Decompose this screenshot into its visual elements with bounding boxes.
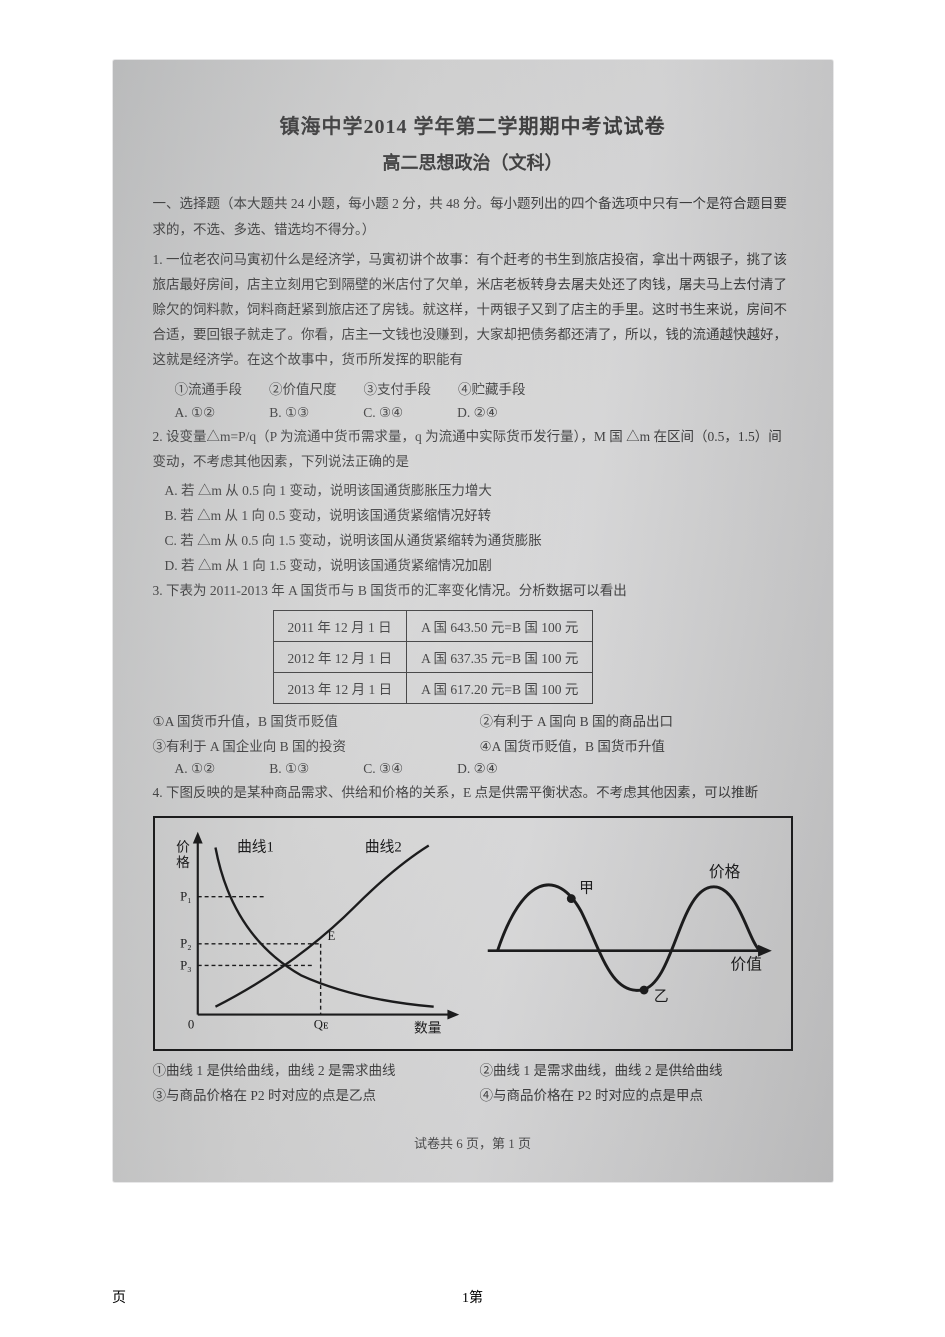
p2-label: P₂ [180, 937, 192, 951]
q4-chart: 价 格 0 数量 曲线1 曲线2 [153, 816, 793, 1051]
q3-items: ①A 国货币升值，B 国货币贬值 ②有利于 A 国向 B 国的商品出口 ③有利于… [153, 710, 793, 760]
q4-item-1: ①曲线 1 是供给曲线，曲线 2 是需求曲线 [153, 1059, 466, 1084]
q2-opt-d: D. 若 △m 从 1 向 1.5 变动，说明该国通货紧缩情况加剧 [153, 554, 793, 579]
q2-opt-a: A. 若 △m 从 0.5 向 1 变动，说明该国通货膨胀压力增大 [153, 479, 793, 504]
q3-item-3: ③有利于 A 国企业向 B 国的投资 [153, 735, 466, 760]
q1-options: A. ①② B. ①③ C. ③④ D. ②④ [153, 405, 793, 421]
p3-label: P₃ [180, 959, 192, 973]
xlabel: 数量 [414, 1021, 442, 1036]
table-cell: 2011 年 12 月 1 日 [273, 610, 407, 641]
scanned-page: 镇海中学2014 学年第二学期期中考试试卷 高二思想政治（文科） 一、选择题（本… [113, 60, 833, 1182]
left-panel: 价 格 0 数量 曲线1 曲线2 [176, 832, 459, 1036]
jia-label: 甲 [579, 881, 594, 897]
q3-opt-c: C. ③④ [363, 761, 403, 777]
q4-chart-svg: 价 格 0 数量 曲线1 曲线2 [155, 818, 791, 1049]
table-row: 2012 年 12 月 1 日 A 国 637.35 元=B 国 100 元 [273, 641, 593, 672]
curve1-label: 曲线1 [237, 839, 274, 856]
table-cell: A 国 637.35 元=B 国 100 元 [407, 641, 593, 672]
q1-stem: 1. 一位老农问马寅初什么是经济学，马寅初讲个故事：有个赶考的书生到旅店投宿，拿… [153, 248, 793, 373]
value-label: 价值 [730, 956, 762, 974]
table-cell: A 国 643.50 元=B 国 100 元 [407, 610, 593, 641]
q3-options: A. ①② B. ①③ C. ③④ D. ②④ [153, 761, 793, 777]
price-label: 价格 [708, 863, 740, 881]
q4-item-2: ②曲线 1 是需求曲线，曲线 2 是供给曲线 [480, 1059, 793, 1084]
curve-1 [215, 848, 433, 1007]
section-instruction: 一、选择题（本大题共 24 小题，每小题 2 分，共 48 分。每小题列出的四个… [153, 191, 793, 242]
q3-stem: 3. 下表为 2011-2013 年 A 国货币与 B 国货币的汇率变化情况。分… [153, 579, 793, 604]
q2-opt-b: B. 若 △m 从 1 向 0.5 变动，说明该国通货紧缩情况好转 [153, 504, 793, 529]
yi-label: 乙 [653, 989, 668, 1005]
q3-item-1: ①A 国货币升值，B 国货币贬值 [153, 710, 466, 735]
table-cell: A 国 617.20 元=B 国 100 元 [407, 672, 593, 703]
q4-stem: 4. 下图反映的是某种商品需求、供给和价格的关系，E 点是供需平衡状态。不考虑其… [153, 781, 793, 806]
outer-footer-center: 1第 [0, 1287, 945, 1307]
q2-stem: 2. 设变量△m=P/q（P 为流通中货币需求量，q 为流通中实际货币发行量），… [153, 425, 793, 475]
q3-table: 2011 年 12 月 1 日 A 国 643.50 元=B 国 100 元 2… [273, 610, 594, 704]
table-cell: 2012 年 12 月 1 日 [273, 641, 407, 672]
q3-opt-a: A. ①② [175, 761, 216, 777]
q1-items: ①流通手段 ②价值尺度 ③支付手段 ④贮藏手段 [153, 377, 793, 403]
table-row: 2011 年 12 月 1 日 A 国 643.50 元=B 国 100 元 [273, 610, 593, 641]
q1-opt-a: A. ①② [175, 405, 216, 421]
origin-label: 0 [187, 1018, 193, 1032]
e-label: E [327, 929, 335, 943]
inner-page-footer: 试卷共 6 页，第 1 页 [153, 1133, 793, 1152]
exam-title: 镇海中学2014 学年第二学期期中考试试卷 [153, 110, 793, 139]
qe-label: Qᴇ [313, 1018, 328, 1032]
q3-item-4: ④A 国货币贬值，B 国货币升值 [480, 735, 793, 760]
p1-label: P₁ [180, 890, 192, 904]
q4-items: ①曲线 1 是供给曲线，曲线 2 是需求曲线 ②曲线 1 是需求曲线，曲线 2 … [153, 1059, 793, 1109]
curve2-label: 曲线2 [364, 839, 401, 856]
q2-opt-c: C. 若 △m 从 0.5 向 1.5 变动，说明该国从通货紧缩转为通货膨胀 [153, 529, 793, 554]
point-jia [566, 895, 575, 904]
price-wave [497, 885, 759, 991]
ylabel-ge: 格 [176, 856, 190, 871]
q3-opt-d: D. ②④ [457, 761, 498, 777]
q1-opt-b: B. ①③ [269, 405, 309, 421]
ylabel-jia: 价 [176, 840, 190, 855]
q1-opt-c: C. ③④ [363, 405, 403, 421]
table-row: 2013 年 12 月 1 日 A 国 617.20 元=B 国 100 元 [273, 672, 593, 703]
table-cell: 2013 年 12 月 1 日 [273, 672, 407, 703]
q3-item-2: ②有利于 A 国向 B 国的商品出口 [480, 710, 793, 735]
point-yi [639, 986, 648, 995]
q4-item-3: ③与商品价格在 P2 时对应的点是乙点 [153, 1084, 466, 1109]
q1-opt-d: D. ②④ [457, 405, 498, 421]
q3-opt-b: B. ①③ [269, 761, 309, 777]
q4-item-4: ④与商品价格在 P2 时对应的点是甲点 [480, 1084, 793, 1109]
right-panel: 甲 乙 价格 价值 [487, 863, 771, 1005]
exam-subtitle: 高二思想政治（文科） [153, 149, 793, 175]
